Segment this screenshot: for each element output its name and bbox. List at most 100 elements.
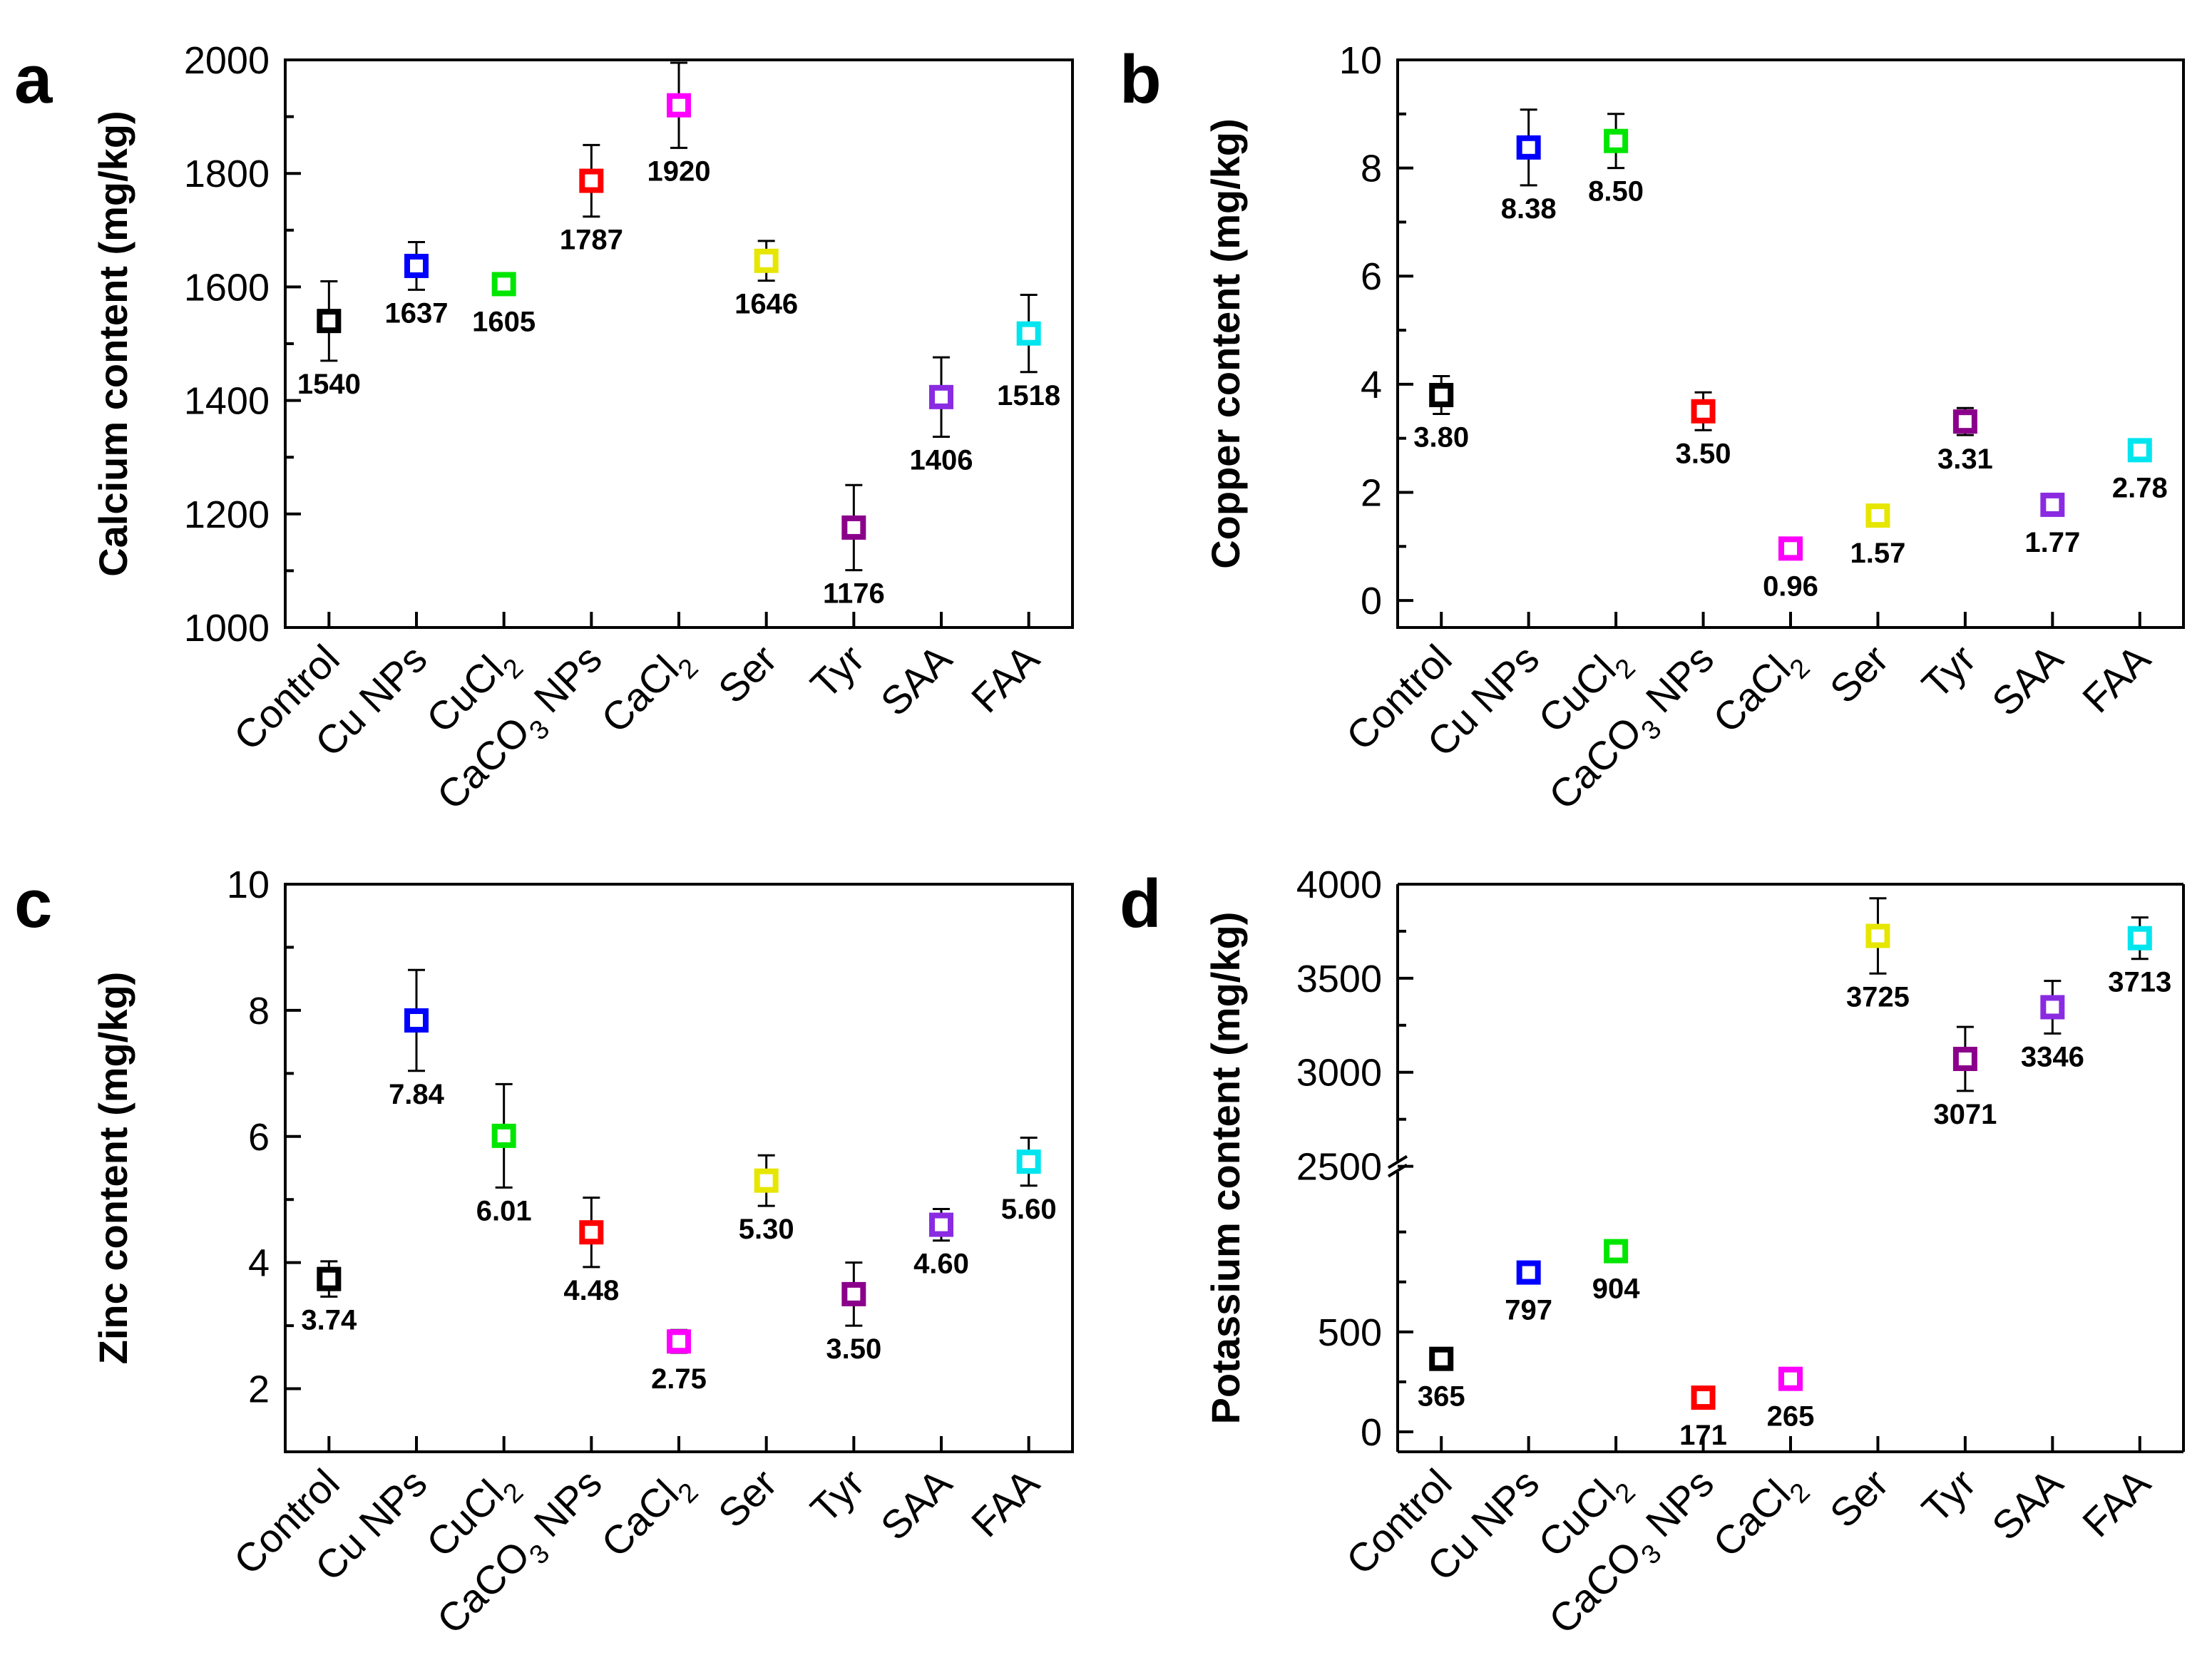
y-tick-label: 6 <box>248 1116 270 1159</box>
y-axis-label: Calcium content (mg/kg) <box>91 111 135 576</box>
data-point <box>841 1281 866 1306</box>
x-tick-label-text: FAA <box>2074 635 2159 721</box>
y-tick-label: 1600 <box>184 266 270 309</box>
data-label: 8.50 <box>1588 176 1644 208</box>
y-tick-label: 2000 <box>184 39 270 82</box>
data-point <box>754 1168 779 1193</box>
x-tick-label: SAA <box>872 635 961 724</box>
data-label: 904 <box>1592 1274 1640 1305</box>
data-label: 3.50 <box>1676 438 1731 469</box>
y-axis-label: Potassium content (mg/kg) <box>1203 912 1248 1425</box>
data-label: 2.78 <box>2112 472 2168 503</box>
data-label: 1646 <box>734 289 798 320</box>
x-tick-label: Tyr <box>1913 1460 1985 1532</box>
x-tick-label-text: Ser <box>710 636 785 712</box>
data-point <box>667 93 691 118</box>
x-tick-label-text: FAA <box>963 635 1048 721</box>
data-label: 3.74 <box>301 1304 357 1336</box>
x-tick-label: Tyr <box>802 636 873 707</box>
data-point <box>1952 409 1977 434</box>
panel-letter: a <box>14 41 53 118</box>
data-point <box>579 168 604 193</box>
data-label: 365 <box>1418 1381 1465 1413</box>
x-tick-label: FAA <box>963 635 1048 721</box>
y-axis-label: Zinc content (mg/kg) <box>91 972 135 1365</box>
y-tick-label: 1400 <box>184 380 270 423</box>
data-point <box>491 272 516 297</box>
x-tick-label: Ser <box>1821 636 1897 712</box>
panel-a: a Calcium content (mg/kg) 1000 1200 1400 1600… <box>14 39 1074 818</box>
data-point <box>1691 1385 1716 1410</box>
data-point <box>1865 503 1890 528</box>
data-point <box>491 1123 516 1148</box>
x-tick-label-text: SAA <box>1983 635 2072 724</box>
x-tick-label-text: SAA <box>1983 1460 2072 1548</box>
x-tick-label: SAA <box>1983 635 2072 724</box>
data-label: 3713 <box>2108 967 2171 998</box>
data-point <box>929 384 953 409</box>
data-label: 3.80 <box>1413 422 1469 454</box>
y-tick-label: 1800 <box>184 153 270 195</box>
x-tick-label: FAA <box>2074 1460 2159 1545</box>
data-label: 6.01 <box>476 1195 532 1226</box>
data-label: 8.38 <box>1501 193 1557 225</box>
x-tick-label-text: CaCl <box>593 647 687 742</box>
y-tick-label: 1000 <box>184 607 270 650</box>
data-label: 1518 <box>997 380 1060 411</box>
x-tick-label-text: Tyr <box>802 1460 873 1532</box>
data-point <box>1778 536 1803 561</box>
data-label: 3.31 <box>1937 444 1993 475</box>
data-label: 5.60 <box>1001 1194 1057 1225</box>
panel-letter: b <box>1120 41 1162 118</box>
data-label: 1637 <box>385 297 449 329</box>
x-tick-label-text: SAA <box>872 635 961 724</box>
data-label: 1920 <box>647 155 711 187</box>
data-point <box>1516 1260 1541 1285</box>
y-axis-label: Copper content (mg/kg) <box>1203 118 1248 569</box>
data-label: 4.60 <box>913 1249 969 1280</box>
data-label: 3071 <box>1933 1099 1997 1130</box>
data-point <box>1604 1239 1629 1264</box>
x-tick-label-text: CaCl <box>1704 1471 1799 1566</box>
x-tick-label-text: SAA <box>872 1460 961 1548</box>
y-tick-label: 8 <box>1361 148 1382 190</box>
x-tick-label-text: Ser <box>1821 636 1897 712</box>
x-tick-label: Ser <box>710 636 785 712</box>
data-label: 1787 <box>560 225 623 256</box>
data-label: 1176 <box>823 578 885 610</box>
data-point <box>1952 1047 1977 1072</box>
data-point <box>317 309 342 334</box>
y-tick-label: 3000 <box>1296 1052 1382 1095</box>
y-tick-label: 6 <box>1361 255 1382 298</box>
x-tick-label-text: Tyr <box>802 636 873 707</box>
data-point <box>2127 926 2152 951</box>
data-point <box>841 515 866 540</box>
data-point <box>2127 438 2152 463</box>
y-tick-label: 2500 <box>1296 1146 1382 1189</box>
y-tick-label: 8 <box>248 990 270 1033</box>
data-label: 3346 <box>2021 1041 2084 1072</box>
y-tick-label: 3500 <box>1296 958 1382 1000</box>
data-point <box>1691 399 1716 424</box>
data-label: 0.96 <box>1763 570 1818 602</box>
x-tick-label-text: NPs <box>1629 636 1722 729</box>
y-tick-label: 4000 <box>1296 864 1382 906</box>
data-point <box>2040 492 2065 517</box>
data-point <box>754 248 779 273</box>
y-tick-label: 10 <box>1339 39 1382 82</box>
x-tick-label: Tyr <box>1913 636 1985 707</box>
data-point <box>1516 135 1541 160</box>
x-tick-label-text: NPs <box>517 1460 610 1553</box>
y-tick-label: 2 <box>1361 471 1382 514</box>
x-tick-label: SAA <box>1983 1460 2072 1548</box>
y-tick-label: 10 <box>227 864 270 906</box>
data-point <box>579 1220 604 1245</box>
data-label: 2.75 <box>651 1363 707 1395</box>
x-tick-label-text: FAA <box>2074 1460 2159 1545</box>
data-label: 1605 <box>472 306 536 337</box>
y-tick-label: 0 <box>1361 1411 1382 1454</box>
data-label: 3725 <box>1846 981 1910 1013</box>
x-tick-label: SAA <box>872 1460 961 1548</box>
